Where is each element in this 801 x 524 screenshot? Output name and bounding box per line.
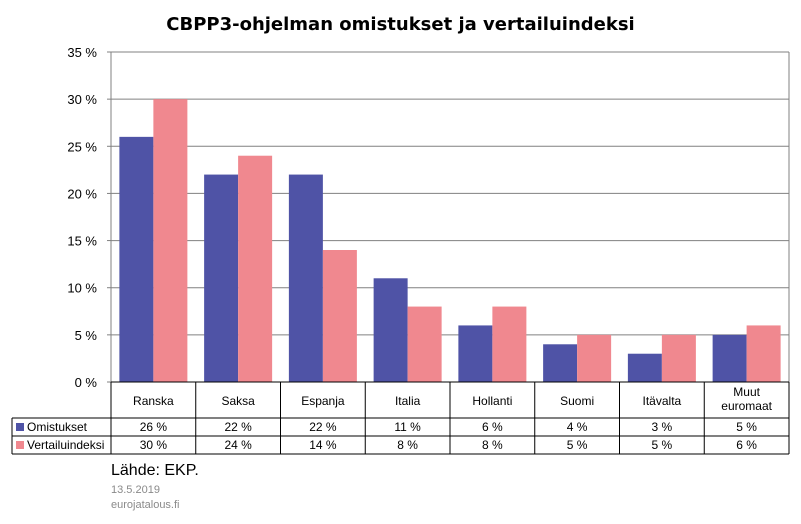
data-label: 24 % <box>224 438 252 452</box>
data-label: 8 % <box>482 438 503 452</box>
bar-vertailuindeksi <box>407 306 442 382</box>
data-label: 6 % <box>736 438 757 452</box>
site-name: eurojatalous.fi <box>111 499 180 511</box>
bar-omistukset <box>204 174 239 382</box>
bar-vertailuindeksi <box>661 334 696 382</box>
data-label: 3 % <box>652 420 673 434</box>
category-label: Hollanti <box>472 394 512 408</box>
legend-swatch <box>16 423 24 431</box>
bar-omistukset <box>458 325 493 382</box>
data-label: 30 % <box>140 438 168 452</box>
y-tick-label: 10 % <box>67 281 97 296</box>
data-label: 4 % <box>567 420 588 434</box>
category-label: Muut <box>733 385 760 399</box>
bar-omistukset <box>627 353 662 382</box>
bar-omistukset <box>373 278 408 382</box>
y-tick-label: 20 % <box>67 186 97 201</box>
y-tick-label: 5 % <box>75 328 98 343</box>
bar-omistukset <box>119 136 154 382</box>
legend-swatch <box>16 441 24 449</box>
data-label: 22 % <box>309 420 337 434</box>
chart-title: CBPP3-ohjelman omistukset ja vertailuind… <box>166 14 635 35</box>
category-label: Italia <box>395 394 421 408</box>
publish-date: 13.5.2019 <box>111 484 160 496</box>
data-label: 14 % <box>309 438 337 452</box>
data-label: 11 % <box>394 420 421 434</box>
category-label: Saksa <box>221 394 255 408</box>
bar-omistukset <box>288 174 323 382</box>
category-label: Itävalta <box>643 394 682 408</box>
bar-vertailuindeksi <box>238 155 273 382</box>
bar-omistukset <box>543 344 578 382</box>
y-tick-label: 35 % <box>67 45 97 60</box>
category-label: euromaat <box>721 399 772 413</box>
data-label: 5 % <box>736 420 757 434</box>
source-note: Lähde: EKP. <box>111 462 199 479</box>
bar-vertailuindeksi <box>153 99 188 383</box>
y-tick-label: 25 % <box>67 139 97 154</box>
bar-omistukset <box>712 334 747 382</box>
legend-label: Vertailuindeksi <box>27 438 104 452</box>
category-label: Suomi <box>560 394 594 408</box>
data-label: 6 % <box>482 420 503 434</box>
bar-vertailuindeksi <box>492 306 527 382</box>
bar-vertailuindeksi <box>322 250 357 382</box>
bar-vertailuindeksi <box>577 334 612 382</box>
data-label: 5 % <box>652 438 673 452</box>
data-label: 5 % <box>567 438 588 452</box>
data-label: 22 % <box>224 420 252 434</box>
data-label: 8 % <box>397 438 418 452</box>
y-tick-label: 0 % <box>75 375 98 390</box>
legend-label: Omistukset <box>27 420 88 434</box>
category-label: Ranska <box>133 394 174 408</box>
bar-vertailuindeksi <box>746 325 781 382</box>
data-label: 26 % <box>140 420 168 434</box>
y-tick-label: 15 % <box>67 234 97 249</box>
y-tick-label: 30 % <box>67 92 97 107</box>
category-label: Espanja <box>301 394 345 408</box>
